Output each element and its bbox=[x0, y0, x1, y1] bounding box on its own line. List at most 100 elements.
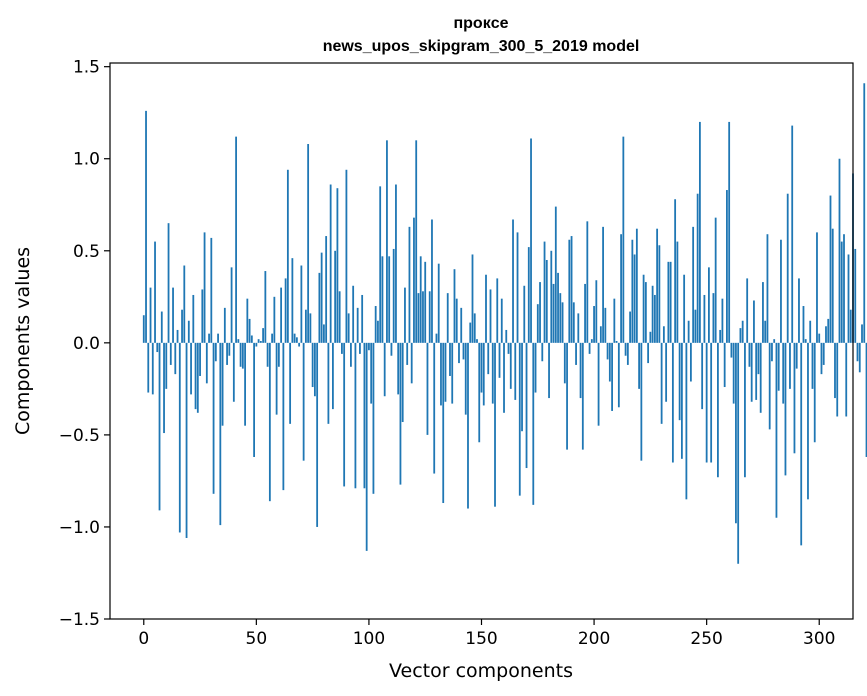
bar bbox=[347, 313, 350, 343]
y-tick-label: 1.0 bbox=[73, 150, 100, 170]
bar bbox=[732, 342, 735, 404]
bar bbox=[201, 289, 204, 343]
bar bbox=[417, 293, 420, 343]
bar bbox=[523, 285, 526, 343]
bar bbox=[534, 342, 537, 393]
bar bbox=[710, 342, 713, 463]
bar bbox=[530, 138, 532, 343]
bar bbox=[235, 136, 237, 343]
y-tick-label: 0.5 bbox=[73, 242, 100, 262]
bar bbox=[843, 234, 845, 343]
y-tick-label: −0.5 bbox=[59, 426, 100, 446]
bar bbox=[658, 245, 661, 343]
bar bbox=[451, 342, 454, 404]
bar bbox=[595, 280, 598, 343]
x-tick-label: 50 bbox=[246, 629, 268, 649]
bar bbox=[480, 342, 483, 393]
bar bbox=[345, 169, 348, 343]
bar bbox=[613, 298, 616, 343]
bar bbox=[793, 342, 796, 454]
bar bbox=[241, 342, 244, 369]
bar bbox=[586, 221, 589, 343]
bar bbox=[739, 328, 742, 343]
bar bbox=[494, 342, 496, 507]
bar bbox=[230, 267, 233, 343]
bar bbox=[397, 342, 400, 395]
bar bbox=[602, 226, 604, 343]
bar bbox=[856, 342, 859, 362]
bar bbox=[737, 342, 740, 564]
bar bbox=[572, 302, 575, 343]
bars-group bbox=[142, 83, 867, 564]
bar bbox=[507, 342, 510, 354]
bar bbox=[789, 342, 791, 389]
bar bbox=[726, 190, 728, 343]
bar bbox=[327, 342, 330, 424]
bar bbox=[694, 309, 697, 343]
y-tick-label: 1.5 bbox=[73, 58, 100, 78]
bar bbox=[807, 342, 809, 500]
bar bbox=[320, 252, 323, 343]
plot-frame bbox=[109, 62, 854, 620]
x-tick-label: 250 bbox=[690, 629, 722, 649]
bar bbox=[631, 239, 634, 343]
bar bbox=[246, 298, 249, 343]
bar bbox=[145, 110, 147, 343]
bar bbox=[762, 282, 764, 343]
bar bbox=[458, 342, 460, 364]
bar bbox=[237, 339, 240, 343]
bar bbox=[280, 287, 283, 343]
bar bbox=[514, 342, 517, 400]
bar bbox=[847, 254, 850, 343]
bar bbox=[606, 342, 609, 360]
bar bbox=[248, 318, 251, 343]
bar bbox=[266, 342, 269, 367]
bar bbox=[849, 309, 852, 343]
bar bbox=[509, 342, 512, 389]
bar bbox=[620, 234, 622, 343]
bar bbox=[467, 342, 469, 509]
bar bbox=[579, 342, 582, 399]
bar bbox=[142, 315, 145, 343]
bar bbox=[413, 217, 415, 343]
bar bbox=[575, 342, 577, 365]
bar bbox=[478, 342, 481, 443]
bar bbox=[381, 256, 384, 343]
bar bbox=[149, 287, 152, 343]
bar bbox=[698, 121, 701, 343]
bar bbox=[503, 342, 505, 413]
bar bbox=[834, 342, 836, 399]
bar bbox=[419, 256, 422, 343]
bar bbox=[545, 259, 548, 343]
bar bbox=[158, 342, 161, 511]
bar bbox=[577, 313, 580, 343]
bar bbox=[435, 333, 438, 343]
bar bbox=[782, 342, 785, 404]
bar bbox=[561, 302, 564, 343]
bar bbox=[671, 342, 674, 463]
bar bbox=[741, 320, 744, 343]
bar bbox=[804, 339, 807, 343]
bar bbox=[845, 342, 848, 417]
x-tick-label: 300 bbox=[803, 629, 835, 649]
bar bbox=[212, 342, 215, 494]
bar bbox=[525, 342, 528, 469]
bar bbox=[199, 342, 201, 376]
bar bbox=[422, 291, 424, 343]
bar bbox=[151, 342, 154, 395]
bar bbox=[858, 342, 861, 373]
y-tick-label: −1.0 bbox=[59, 518, 100, 538]
bar bbox=[863, 83, 866, 343]
bar bbox=[165, 342, 168, 389]
bar bbox=[608, 342, 611, 382]
bar bbox=[311, 342, 314, 388]
bar bbox=[723, 342, 726, 388]
bar bbox=[764, 320, 767, 343]
bar bbox=[462, 342, 465, 360]
bar bbox=[773, 339, 776, 343]
bar bbox=[865, 342, 867, 457]
bar bbox=[167, 223, 170, 343]
bar bbox=[825, 326, 827, 343]
bar bbox=[410, 342, 413, 384]
bar bbox=[442, 342, 445, 504]
